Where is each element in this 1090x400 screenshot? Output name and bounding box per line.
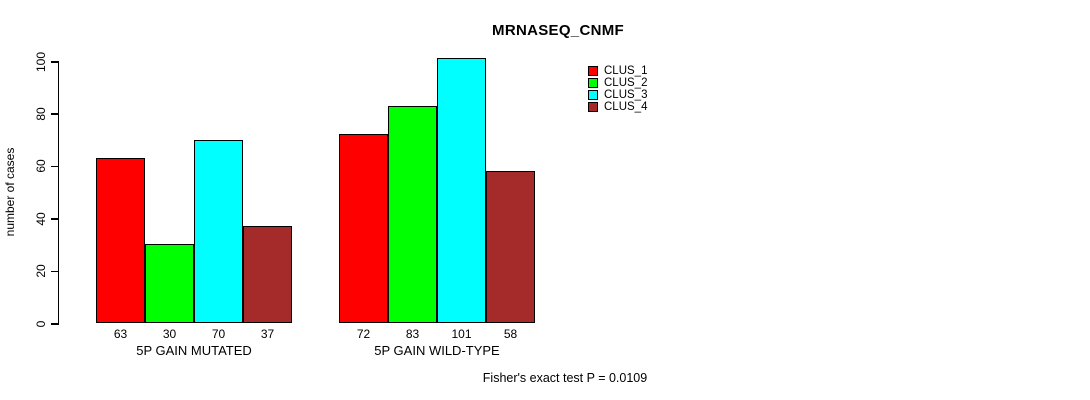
y-axis-tick — [50, 61, 58, 63]
y-axis-tick — [50, 323, 58, 325]
bar-clus_1-group1 — [96, 157, 145, 323]
legend-swatch-icon — [588, 90, 598, 100]
bar-clus_1-group2 — [339, 134, 388, 323]
bar-clus_3-group2 — [437, 58, 486, 323]
y-tick-label: 100 — [34, 51, 48, 72]
bar-clus_4-group2 — [486, 171, 535, 323]
y-tick-label: 40 — [34, 212, 48, 226]
legend-item-clus_3: CLUS_3 — [588, 89, 647, 101]
y-axis-tick — [50, 165, 58, 168]
y-tick-label: 20 — [34, 264, 48, 278]
y-axis-tick — [50, 270, 58, 273]
bar-value-label: 58 — [503, 327, 518, 341]
bar-value-label: 101 — [451, 327, 472, 341]
chart-title: MRNASEQ_CNMF — [492, 22, 624, 39]
legend-label: CLUS_1 — [604, 65, 648, 77]
legend-label: CLUS_3 — [604, 89, 648, 101]
legend-label: CLUS_2 — [604, 77, 648, 89]
y-tick-label: 0 — [34, 320, 48, 327]
bar-value-label: 30 — [162, 327, 177, 341]
y-axis-line — [57, 61, 59, 325]
legend-swatch-icon — [588, 66, 598, 76]
legend-item-clus_2: CLUS_2 — [588, 77, 647, 89]
bar-clus_4-group1 — [243, 226, 292, 323]
bar-clus_3-group1 — [194, 139, 243, 323]
legend: CLUS_1 CLUS_2 CLUS_3 CLUS_4 — [588, 65, 647, 113]
y-tick-label: 60 — [34, 159, 48, 173]
y-axis-tick — [50, 218, 58, 220]
bar-value-label: 63 — [113, 327, 128, 341]
bar-value-label: 37 — [260, 327, 275, 341]
bar-value-label: 72 — [356, 327, 371, 341]
x-group-label: 5P GAIN MUTATED — [136, 343, 252, 358]
bar-clus_2-group2 — [388, 105, 437, 323]
bar-value-label: 83 — [405, 327, 420, 341]
y-axis-tick — [50, 113, 58, 115]
legend-item-clus_4: CLUS_4 — [588, 101, 647, 113]
bar-value-label: 70 — [211, 327, 226, 341]
fisher-test-annotation: Fisher's exact test P = 0.0109 — [482, 371, 648, 385]
legend-label: CLUS_4 — [604, 101, 648, 113]
bar-clus_2-group1 — [145, 244, 194, 323]
legend-swatch-icon — [588, 78, 598, 88]
legend-swatch-icon — [588, 102, 598, 112]
x-group-label: 5P GAIN WILD-TYPE — [374, 343, 500, 358]
y-tick-label: 80 — [34, 107, 48, 121]
legend-item-clus_1: CLUS_1 — [588, 65, 647, 77]
y-axis-title: number of cases — [3, 147, 17, 237]
